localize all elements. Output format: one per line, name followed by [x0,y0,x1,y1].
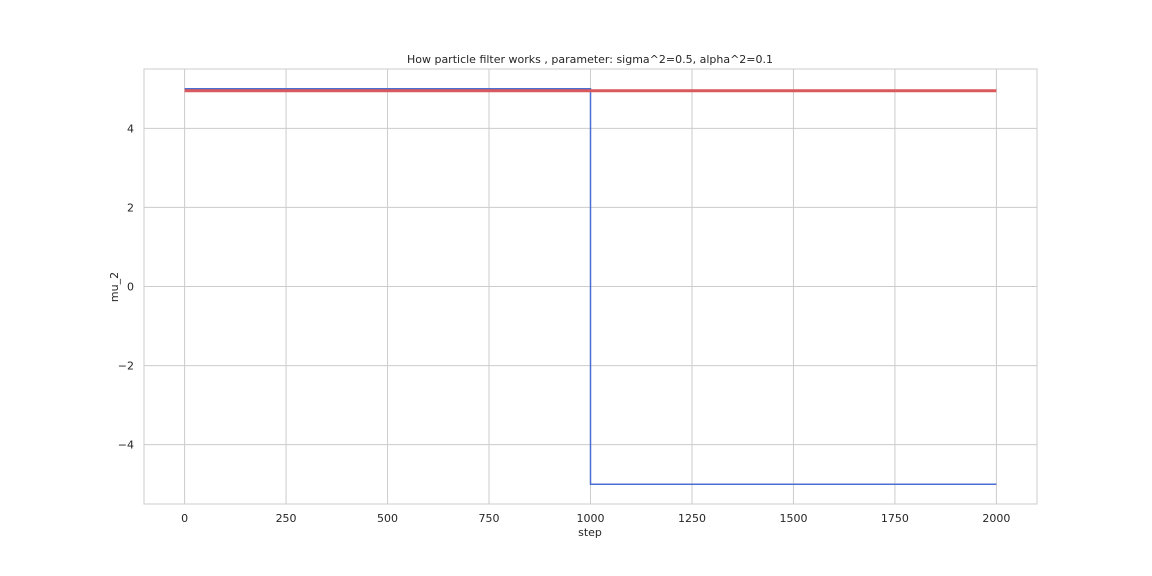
plot-frame [143,68,1038,505]
series-layer [184,88,997,485]
x-tick-label: 0 [181,512,188,525]
x-tick-label: 250 [276,512,297,525]
y-axis-label: mu_2 [108,272,121,302]
chart-title: How particle filter works , parameter: s… [407,53,773,66]
series-line-1 [184,88,997,485]
y-tick-label: 4 [127,122,134,135]
x-axis-label: step [578,526,602,539]
x-tick-label: 750 [479,512,500,525]
x-tick-label: 1250 [678,512,706,525]
x-tick-labels: 0 250 500 750 1000 1250 1500 1750 2000 [181,512,1010,525]
y-tick-label: −4 [118,439,134,452]
y-tick-label: 0 [127,281,134,294]
y-tick-labels: −4 −2 0 2 4 [118,122,134,451]
y-tick-label: −2 [118,360,134,373]
x-tick-label: 2000 [982,512,1010,525]
x-tick-label: 1750 [881,512,909,525]
x-tick-label: 1500 [779,512,807,525]
y-tick-label: 2 [127,201,134,214]
x-tick-label: 500 [377,512,398,525]
x-tick-label: 1000 [577,512,605,525]
